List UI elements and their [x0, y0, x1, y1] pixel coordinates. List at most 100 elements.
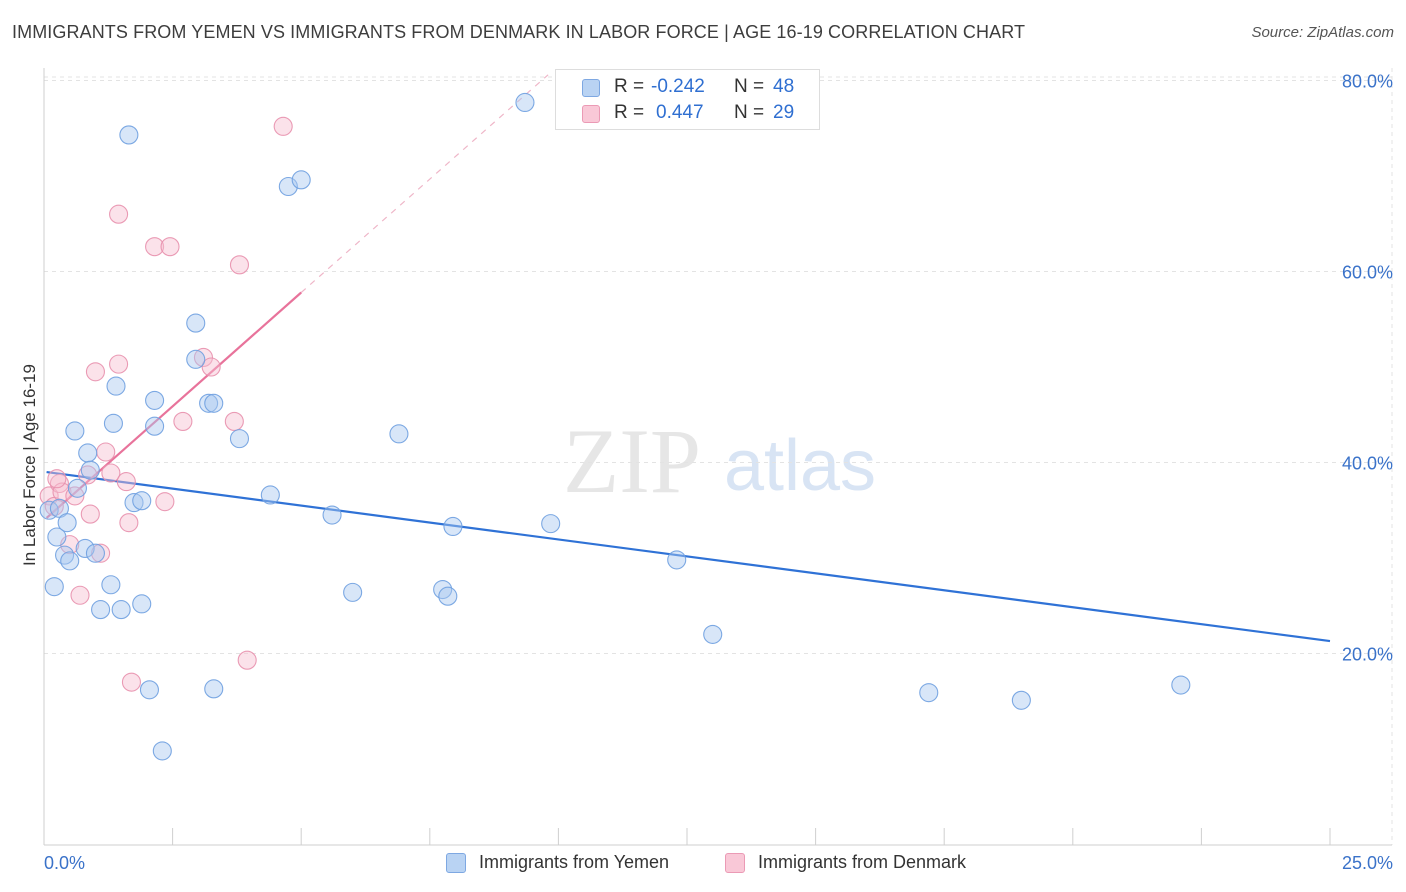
- yemen-point: [124, 493, 144, 513]
- yemen-point: [204, 393, 224, 413]
- denmark-point: [91, 543, 111, 563]
- yemen-point: [541, 514, 561, 534]
- source-credit: Source: ZipAtlas.com: [1251, 24, 1394, 41]
- yemen-point: [103, 413, 123, 433]
- denmark-point: [109, 354, 129, 374]
- denmark-point: [155, 492, 175, 512]
- y-tick-label: 60.0%: [1342, 263, 1393, 283]
- denmark-point: [160, 237, 180, 257]
- yemen-point: [343, 582, 363, 602]
- yemen-trend-line: [46, 470, 1331, 643]
- yemen-point: [57, 513, 77, 533]
- yemen-point: [80, 460, 100, 480]
- chart-title: IMMIGRANTS FROM YEMEN VS IMMIGRANTS FROM…: [12, 22, 1026, 42]
- yemen-point: [199, 393, 219, 413]
- denmark-point: [173, 411, 193, 431]
- yemen-point: [75, 538, 95, 559]
- denmark-point: [119, 513, 139, 533]
- yemen-point: [67, 478, 87, 498]
- denmark-point: [229, 255, 250, 275]
- yemen-point: [55, 545, 75, 565]
- yemen-point: [111, 600, 131, 620]
- legend-r-value-denmark: 0.447: [656, 102, 704, 123]
- yemen-point: [438, 586, 458, 606]
- legend-n-value-yemen: 48: [773, 76, 795, 97]
- yemen-point: [389, 424, 409, 444]
- legend-label-yemen: Immigrants from Yemen: [479, 852, 670, 872]
- yemen-point: [145, 390, 165, 410]
- yemen-point: [186, 313, 206, 333]
- yemen-point: [85, 543, 105, 563]
- zipatlas-watermark: ZIP atlas: [563, 410, 876, 512]
- denmark-point: [39, 486, 59, 506]
- denmark-point: [121, 672, 141, 692]
- denmark-point: [65, 486, 85, 506]
- legend-swatch-denmark: [582, 105, 600, 123]
- yemen-point: [919, 683, 939, 703]
- yemen-point: [703, 624, 723, 644]
- yemen-point: [204, 679, 224, 699]
- yemen-point: [322, 505, 342, 525]
- legend-n-label: N =: [734, 76, 765, 97]
- yemen-point: [91, 600, 111, 620]
- yemen-point: [1171, 675, 1191, 695]
- yemen-point: [667, 550, 687, 570]
- denmark-point: [109, 204, 129, 224]
- denmark-point: [145, 237, 165, 257]
- yemen-point: [132, 594, 152, 614]
- denmark-point: [224, 411, 244, 431]
- watermark-atlas: atlas: [724, 426, 876, 506]
- denmark-point: [96, 442, 116, 462]
- yemen-point: [132, 491, 152, 511]
- yemen-point: [1011, 690, 1031, 710]
- yemen-point: [443, 516, 463, 537]
- series-legend: Immigrants from Yemen Immigrants from De…: [0, 852, 1406, 876]
- yemen-point: [47, 527, 67, 547]
- legend-r-label: R =: [614, 76, 645, 97]
- y-tick-label: 40.0%: [1342, 454, 1393, 474]
- y-tick-label: 20.0%: [1342, 645, 1393, 665]
- yemen-point: [60, 551, 80, 571]
- yemen-point: [186, 349, 206, 369]
- legend-n-value-denmark: 29: [773, 102, 795, 123]
- x-tick-label-max: 25.0%: [1342, 853, 1393, 873]
- yemen-point: [101, 575, 121, 595]
- denmark-trend-line: [45, 291, 302, 519]
- y-axis-title: In Labor Force | Age 16-19: [20, 364, 39, 566]
- x-tick-label-min: 0.0%: [44, 853, 85, 873]
- denmark-point: [237, 650, 257, 670]
- denmark-trend-extension: [300, 74, 549, 293]
- legend-label-denmark: Immigrants from Denmark: [758, 852, 967, 872]
- denmark-point: [80, 504, 100, 524]
- denmark-point: [193, 347, 214, 368]
- yemen-point: [433, 579, 453, 600]
- denmark-point: [101, 463, 121, 483]
- legend-r-label: R =: [614, 102, 645, 123]
- yemen-point: [229, 429, 250, 449]
- yemen-point: [139, 680, 160, 700]
- yemen-point: [145, 416, 165, 436]
- yemen-point: [44, 577, 64, 597]
- yemen-point: [78, 443, 98, 463]
- denmark-point: [85, 362, 105, 382]
- y-tick-label: 80.0%: [1342, 72, 1393, 92]
- correlation-legend: R = -0.242 N = 48 R = 0.447 N = 29: [555, 69, 820, 130]
- yemen-point: [260, 485, 280, 505]
- legend-n-label: N =: [734, 102, 765, 123]
- denmark-point: [70, 585, 90, 605]
- legend-swatch-denmark: [725, 853, 745, 873]
- yemen-point: [152, 741, 172, 761]
- yemen-point: [291, 170, 311, 190]
- legend-r-value-yemen: -0.242: [651, 76, 705, 97]
- yemen-point: [119, 125, 139, 145]
- watermark-zip: ZIP: [563, 410, 701, 512]
- denmark-point: [201, 357, 221, 377]
- legend-swatch-yemen: [446, 853, 466, 873]
- yemen-point: [515, 92, 535, 113]
- legend-swatch-yemen: [582, 79, 600, 97]
- yemen-point: [106, 376, 126, 396]
- denmark-point: [273, 116, 293, 136]
- yemen-point: [65, 421, 85, 441]
- denmark-point: [47, 469, 67, 489]
